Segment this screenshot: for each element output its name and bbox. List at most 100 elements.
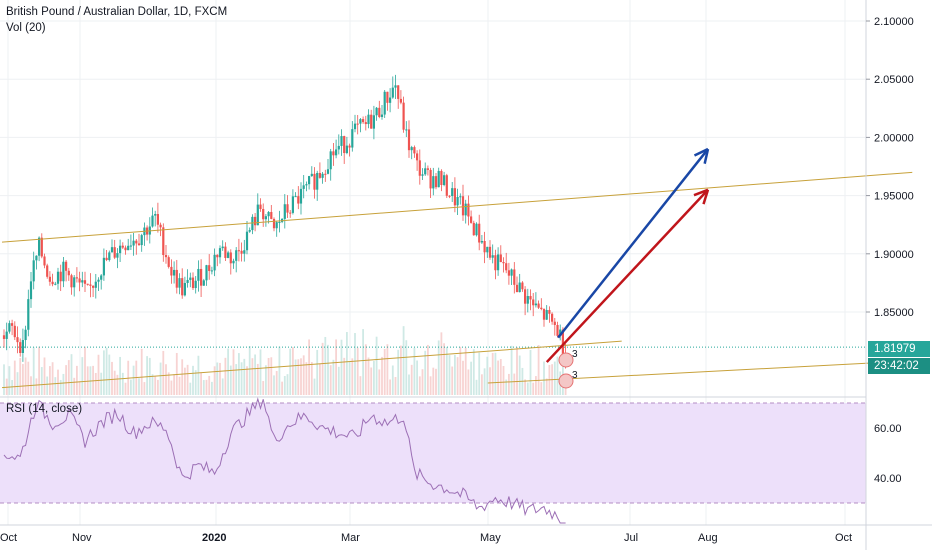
candle-body [208,265,211,271]
red-forecast-arrow-head-1 [693,188,709,197]
volume-bar [281,381,283,395]
candle-body [35,255,38,261]
candle-body [405,129,408,131]
volume-bar [545,378,548,395]
volume-bar [340,339,343,395]
candle-body [135,240,138,244]
candle-body [510,269,513,276]
rsi-label: RSI (14, close) [6,403,83,415]
volume-bar [310,362,313,395]
candle-body [221,246,224,249]
volume-bar [200,372,202,395]
candle-body [264,216,267,220]
candle-body [518,282,521,293]
time-axis-label: May [480,532,501,544]
volume-bar [86,366,89,395]
candle-body [391,87,394,98]
candle-body [472,222,475,236]
candle-body [170,266,173,276]
volume-bar [324,336,327,395]
volume-bar [397,349,400,395]
volume-bar [78,381,81,395]
candle-body [308,176,311,185]
candle-body [335,149,338,156]
candle-body [362,119,365,123]
candle-body [194,280,197,289]
candle-body [2,335,6,339]
volume-bar [418,376,421,395]
candle-body [329,151,332,170]
volume-bar [143,382,146,395]
volume-bar [486,356,489,395]
volume-bar [151,374,154,395]
candle-body [513,269,516,285]
volume-bar [405,340,408,395]
candle-body [100,275,103,280]
volume-bar [389,379,391,395]
volume-bar [267,357,270,395]
volume-bar [130,379,132,395]
candle-body [386,91,389,103]
volume-bar [227,348,229,395]
trendline-2 [487,360,913,384]
volume-bar [329,365,332,395]
volume-bar [138,378,140,395]
candle-body [175,269,178,288]
candle-body [81,280,84,283]
candle-body [305,184,308,186]
candle-body [499,254,502,263]
candle-body [248,230,251,232]
candle-body [553,321,556,325]
price-axis-label: 2.10000 [874,16,914,28]
candle-body [21,340,24,353]
candle-body [432,176,435,189]
candle-body [178,278,181,288]
volume-bar [524,379,526,395]
candle-body [156,214,159,225]
volume-bar [13,360,16,395]
volume-bar [59,379,62,395]
volume-bar [391,365,394,395]
candle-body [529,296,532,300]
volume-label: Vol (20) [6,22,46,34]
candle-body [421,174,424,176]
candle-body [310,173,313,177]
volume-bar [373,360,375,395]
volume-bar [437,340,440,395]
time-axis-label: Jul [624,532,638,544]
price-axis-label: 2.05000 [874,74,914,86]
volume-bar [292,347,294,395]
volume-bar [300,358,302,395]
volume-bar [162,350,165,395]
candle-body [299,188,303,204]
volume-bar [265,365,267,395]
candle-body [65,261,68,271]
candle-body [124,247,127,251]
volume-bar [532,382,535,395]
volume-bar [184,367,186,395]
volume-bar [335,339,337,395]
volume-bar [367,357,370,395]
candle-body [534,303,537,306]
volume-bar [100,372,103,395]
volume-bar [3,364,5,395]
volume-bar [246,366,248,395]
candle-body [108,252,111,261]
candle-body [364,122,367,125]
candle-body [367,114,370,125]
volume-bar [478,352,481,395]
candle-body [394,85,397,88]
volume-bar [224,357,227,395]
candle-body [78,278,81,283]
volume-bar [192,365,194,395]
candle-body [213,254,216,271]
candle-body [399,98,402,103]
last-price-badge: 1.81979 [868,341,930,357]
candle-body [383,91,386,115]
volume-bar [221,378,224,395]
volume-bar [24,357,27,395]
candle-body [345,145,348,154]
volume-bar [494,352,497,395]
candle-body [13,325,16,338]
